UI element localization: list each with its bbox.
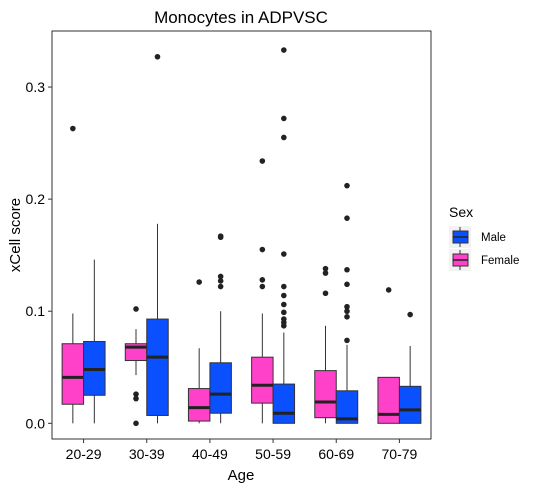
box-female-60-69 [314,265,337,424]
outlier-point [217,273,224,280]
outlier-point [259,246,266,253]
outlier-point [281,47,287,53]
chart-title: Monocytes in ADPVSC [154,8,328,27]
box-female-20-29 [61,125,85,424]
outlier-point [281,301,287,308]
outlier-point [217,234,224,241]
x-tick-label: 20-29 [66,446,102,462]
x-tick-label: 60-69 [318,446,354,462]
box-female-50-59 [251,158,274,424]
plot-panel [51,30,432,440]
outlier-point [259,283,266,290]
outlier-point [344,281,350,288]
outlier-point [322,290,329,297]
box-iqr [272,383,296,424]
outlier-point [133,391,139,397]
outlier-point [322,270,329,276]
outlier-point [281,322,287,329]
outlier-point [344,337,350,344]
x-tick-label: 40-49 [192,446,228,462]
box-groups [61,47,422,427]
outlier-point [344,215,350,221]
box-male-30-39 [146,53,169,424]
y-tick-label: 0.0 [26,415,46,431]
y-tick-label: 0.3 [26,79,46,95]
outlier-point [344,314,350,320]
box-iqr [187,388,211,422]
legend-label: Male [481,232,506,244]
outlier-point [281,115,287,122]
legend-label: Female [481,255,519,267]
box-iqr [335,390,359,424]
outlier-point [344,266,350,273]
outlier-point [133,395,139,402]
box-iqr [61,343,85,405]
legend: Sex Male Female [449,204,519,271]
outlier-point [322,265,329,272]
box-iqr [146,318,169,416]
outlier-point [385,287,392,293]
box-iqr [377,376,400,424]
outlier-point [281,251,287,257]
x-tick-label: 70-79 [382,446,418,462]
y-tick-label: 0.2 [26,191,46,207]
outlier-point [344,182,350,189]
outlier-point [217,283,224,290]
box-female-40-49 [187,279,211,424]
x-axis-label: Age [228,467,255,484]
x-axis: 20-29 30-39 40-49 50-59 60-69 70-79 [66,439,418,462]
box-iqr [209,362,232,414]
box-iqr [398,385,422,424]
box-male-70-79 [398,311,422,424]
outlier-point [259,158,266,164]
box-male-40-49 [209,233,232,424]
box-male-60-69 [335,182,359,424]
outlier-point [281,292,287,299]
x-tick-label: 50-59 [255,446,291,462]
x-tick-label: 30-39 [129,446,165,462]
y-axis: 0.0 0.1 0.2 0.3 [26,79,52,431]
box-iqr [314,370,337,419]
y-axis-label: xCell score [7,198,24,272]
legend-item-female: Female [449,249,519,271]
outlier-point [407,311,413,318]
outlier-point [344,303,350,310]
outlier-point [281,283,287,290]
box-iqr [251,356,274,404]
outlier-point [196,279,202,285]
outlier-point [133,420,139,427]
box-male-20-29 [83,259,106,424]
legend-item-male: Male [449,226,506,248]
outlier-point [344,308,350,315]
legend-title: Sex [449,204,473,220]
outlier-point [70,125,76,132]
outlier-point [281,309,287,316]
outlier-point [133,306,139,312]
box-male-50-59 [272,47,296,424]
outlier-point [217,278,224,284]
y-tick-label: 0.1 [26,303,46,319]
outlier-point [259,277,266,283]
outlier-point [154,53,161,60]
outlier-point [281,134,287,141]
